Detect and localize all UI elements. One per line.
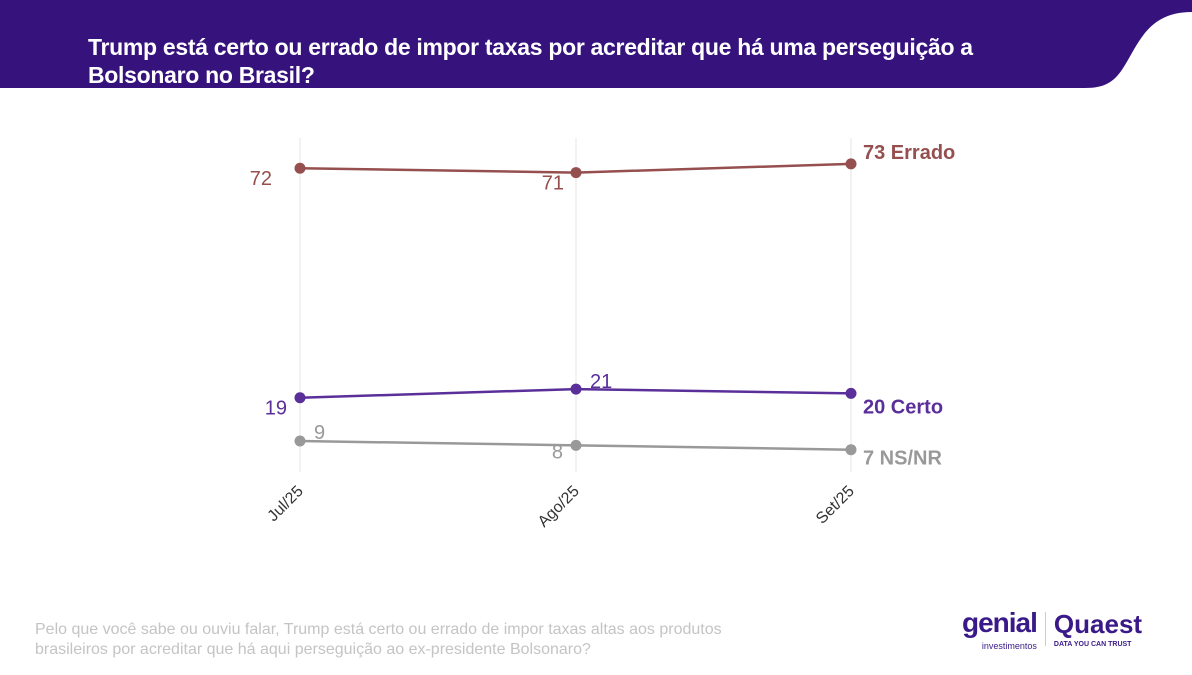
page-title: Trump está certo ou errado de impor taxa… — [88, 34, 973, 88]
line-chart: Jul/25 Ago/25 Set/25 72 71 73 Errado 19 21 20 Ce… — [250, 138, 955, 531]
logo-divider — [1044, 612, 1046, 646]
data-label: 8 — [552, 441, 563, 463]
data-label: 72 — [250, 168, 272, 190]
data-point — [294, 435, 306, 447]
data-point — [570, 383, 582, 395]
x-tick-label: Jul/25 — [265, 483, 307, 525]
data-point — [845, 158, 857, 170]
logos: genial investimentos Quaest DATA YOU CAN T… — [962, 606, 1142, 652]
x-tick-label: Ago/25 — [535, 483, 583, 531]
data-label: 9 — [314, 422, 325, 444]
series-end-label: 7 NS/NR — [863, 448, 942, 470]
data-point — [294, 392, 306, 404]
header-banner — [0, 0, 1192, 88]
data-point — [570, 167, 582, 179]
quaest-logo: Quaest DATA YOU CAN TRUST — [1053, 609, 1143, 648]
data-label: 21 — [590, 371, 612, 393]
data-point — [570, 439, 582, 451]
data-point — [845, 387, 857, 399]
data-point — [845, 444, 857, 456]
x-tick-label: Set/25 — [813, 483, 858, 528]
series-end-label: 73 Errado — [863, 142, 955, 164]
series-end-label: 20 Certo — [863, 396, 943, 418]
genial-logo: genial investimentos — [962, 607, 1038, 651]
data-point — [294, 162, 306, 174]
data-label: 71 — [542, 173, 564, 195]
data-label: 19 — [265, 398, 287, 420]
footnote: Pelo que você sabe ou ouviu falar, Trump… — [35, 621, 722, 658]
